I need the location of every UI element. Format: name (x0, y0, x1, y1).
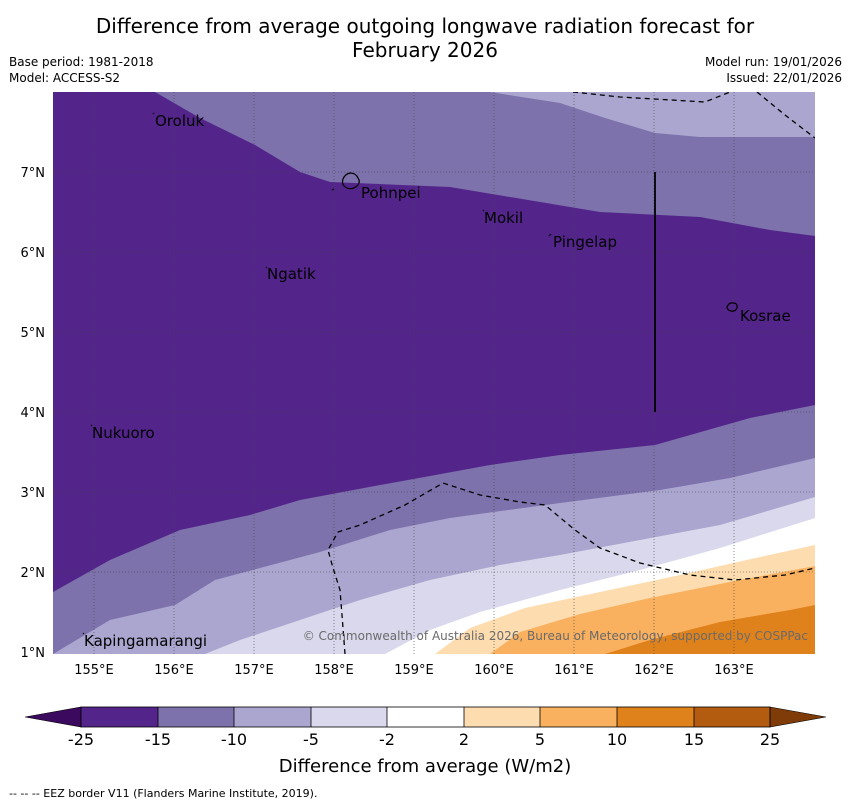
pingelap-dot (548, 233, 552, 237)
lat-tick-7n: 7°N (21, 166, 46, 181)
colorbar-segment-5 (387, 707, 464, 727)
lat-tick-2n: 2°N (21, 566, 46, 581)
place-label-oroluk: Oroluk (155, 112, 204, 130)
place-label-ngatik: Ngatik (267, 265, 316, 283)
colorbar-segment-9 (694, 707, 770, 727)
lon-tick-157e: 157°E (234, 663, 274, 678)
lat-tick-5n: 5°N (21, 326, 46, 341)
longitude-axis: 155°E 156°E 157°E 158°E 159°E 160°E 161°… (74, 663, 754, 678)
pohnpei-islet-shape (331, 188, 335, 191)
issued-text: Issued: 22/01/2026 (726, 71, 842, 85)
lon-tick-158e: 158°E (314, 663, 354, 678)
colorbar-tick-minus-5: -5 (303, 730, 319, 749)
colorbar-tick-plus-10: 10 (607, 730, 627, 749)
colorbar-segment-6 (464, 707, 540, 727)
ngatik-dot (265, 266, 268, 269)
colorbar-tick-plus-15: 15 (684, 730, 704, 749)
lon-tick-161e: 161°E (554, 663, 594, 678)
colorbar-tick-minus-15: -15 (145, 730, 171, 749)
lon-tick-162e: 162°E (634, 663, 674, 678)
lon-tick-159e: 159°E (394, 663, 434, 678)
colorbar-tick-plus-2: 2 (459, 730, 469, 749)
colorbar-ticks: -25 -15 -10 -5 -2 2 5 10 15 25 (68, 730, 780, 749)
colorbar-segment-3 (234, 707, 311, 727)
colorbar-tick-minus-25: -25 (68, 730, 94, 749)
copyright-text: © Commonwealth of Australia 2026, Bureau… (303, 629, 808, 643)
colorbar-segment-1 (81, 707, 158, 727)
place-label-kapingamarangi: Kapingamarangi (84, 632, 207, 650)
model-run-text: Model run: 19/01/2026 (704, 55, 842, 69)
colorbar-segment-7 (540, 707, 617, 727)
place-label-pingelap: Pingelap (553, 233, 617, 251)
lon-tick-156e: 156°E (154, 663, 194, 678)
kosrae-island-shape (726, 302, 738, 312)
graticule (53, 92, 815, 654)
lon-tick-163e: 163°E (714, 663, 754, 678)
place-label-mokil: Mokil (484, 209, 523, 227)
colorbar-segment-2 (158, 707, 234, 727)
model-text: Model: ACCESS-S2 (9, 71, 121, 85)
lon-tick-160e: 160°E (474, 663, 514, 678)
map-area: Oroluk Pohnpei Mokil Pingelap Ngatik Kos… (53, 92, 815, 654)
place-label-kosrae: Kosrae (740, 307, 791, 325)
lat-tick-4n: 4°N (21, 406, 46, 421)
lat-tick-1n: 1°N (21, 646, 46, 661)
eez-borders (327, 92, 815, 654)
kapingamarangi-dot (82, 632, 85, 635)
eez-legend-note: -- -- -- EEZ border V11 (Flanders Marine… (9, 787, 317, 800)
lat-tick-6n: 6°N (21, 246, 46, 261)
band-minus-25-main (53, 92, 815, 592)
colorbar-label: Difference from average (W/m2) (279, 756, 571, 777)
colorbar: -25 -15 -10 -5 -2 2 5 10 15 25 Differenc… (24, 706, 827, 777)
colorbar-tick-minus-10: -10 (221, 730, 247, 749)
colorbar-low-extend (24, 706, 82, 728)
map-title-line-1: Difference from average outgoing longwav… (95, 14, 755, 38)
mokil-dot (482, 209, 485, 212)
latitude-axis: 7°N 6°N 5°N 4°N 3°N 2°N 1°N (21, 166, 46, 661)
nukuoro-dot (90, 424, 93, 427)
colorbar-tick-minus-2: -2 (379, 730, 395, 749)
base-period-text: Base period: 1981-2018 (9, 55, 154, 69)
place-label-pohnpei: Pohnpei (361, 184, 421, 202)
oroluk-dot (152, 112, 155, 115)
map-title-line-2: February 2026 (352, 38, 498, 62)
colorbar-segment-8 (617, 707, 694, 727)
colorbar-tick-plus-5: 5 (535, 730, 545, 749)
place-labels: Oroluk Pohnpei Mokil Pingelap Ngatik Kos… (84, 112, 791, 650)
colorbar-high-extend (769, 706, 827, 728)
island-outlines (82, 112, 738, 635)
lat-tick-3n: 3°N (21, 486, 46, 501)
colorbar-tick-plus-25: 25 (760, 730, 780, 749)
lon-tick-155e: 155°E (74, 663, 114, 678)
pohnpei-island-shape (341, 172, 360, 190)
band-plus-15 (605, 605, 815, 654)
colorbar-dividers (80, 706, 771, 728)
colorbar-segment-4 (311, 707, 387, 727)
place-label-nukuoro: Nukuoro (92, 424, 155, 442)
